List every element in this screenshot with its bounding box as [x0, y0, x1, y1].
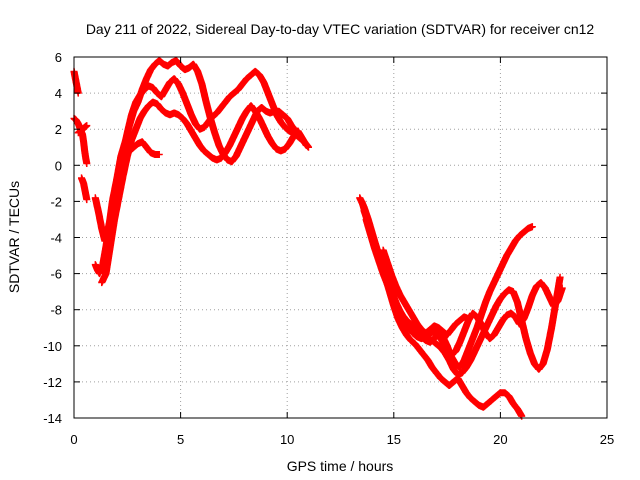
series-markers: [362, 215, 566, 359]
series-markers: [78, 174, 91, 204]
series-trace-12: [362, 215, 566, 359]
x-tick-label: 5: [177, 432, 184, 447]
x-tick-label: 0: [70, 432, 77, 447]
y-tick-label: -6: [50, 267, 62, 282]
y-tick-label: -4: [50, 231, 62, 246]
grid: [74, 57, 607, 418]
y-tick-label: 0: [55, 158, 62, 173]
y-tick-label: 2: [55, 122, 62, 137]
y-tick-label: -2: [50, 194, 62, 209]
x-tick-label: 15: [387, 432, 401, 447]
series-markers: [98, 98, 310, 287]
y-axis-label: SDTVAR / TECUs: [6, 181, 22, 293]
series-markers: [74, 122, 91, 137]
series-trace-3: [74, 122, 91, 137]
y-tick-label: -10: [43, 339, 62, 354]
x-tick-label: 20: [493, 432, 507, 447]
y-tick-label: -14: [43, 411, 62, 426]
series-markers: [356, 194, 526, 420]
series-trace-9: [356, 194, 526, 420]
x-tick-label: 25: [600, 432, 614, 447]
y-tick-label: 6: [55, 50, 62, 65]
plot-frame: [73, 56, 608, 419]
series-trace-13: [379, 246, 472, 339]
series-markers: [91, 138, 163, 245]
series-markers: [379, 246, 472, 339]
series-trace-4: [78, 174, 91, 204]
series-markers: [70, 67, 82, 97]
series-trace-8: [91, 138, 163, 245]
y-tick-label: -12: [43, 375, 62, 390]
axis-ticks: 0 5 10 15 20 25 -14 -12 -10 -8 -6 -4 -2 0 2 4 6: [43, 50, 614, 447]
chart-title: Day 211 of 2022, Sidereal Day-to-day VTE…: [86, 21, 595, 37]
y-tick-label: -8: [50, 303, 62, 318]
series-trace-6: [98, 98, 310, 287]
x-axis-label: GPS time / hours: [287, 458, 394, 474]
series-layer: [70, 57, 566, 420]
x-tick-label: 10: [280, 432, 294, 447]
y-tick-label: 4: [55, 86, 62, 101]
series-trace-1: [70, 67, 82, 97]
